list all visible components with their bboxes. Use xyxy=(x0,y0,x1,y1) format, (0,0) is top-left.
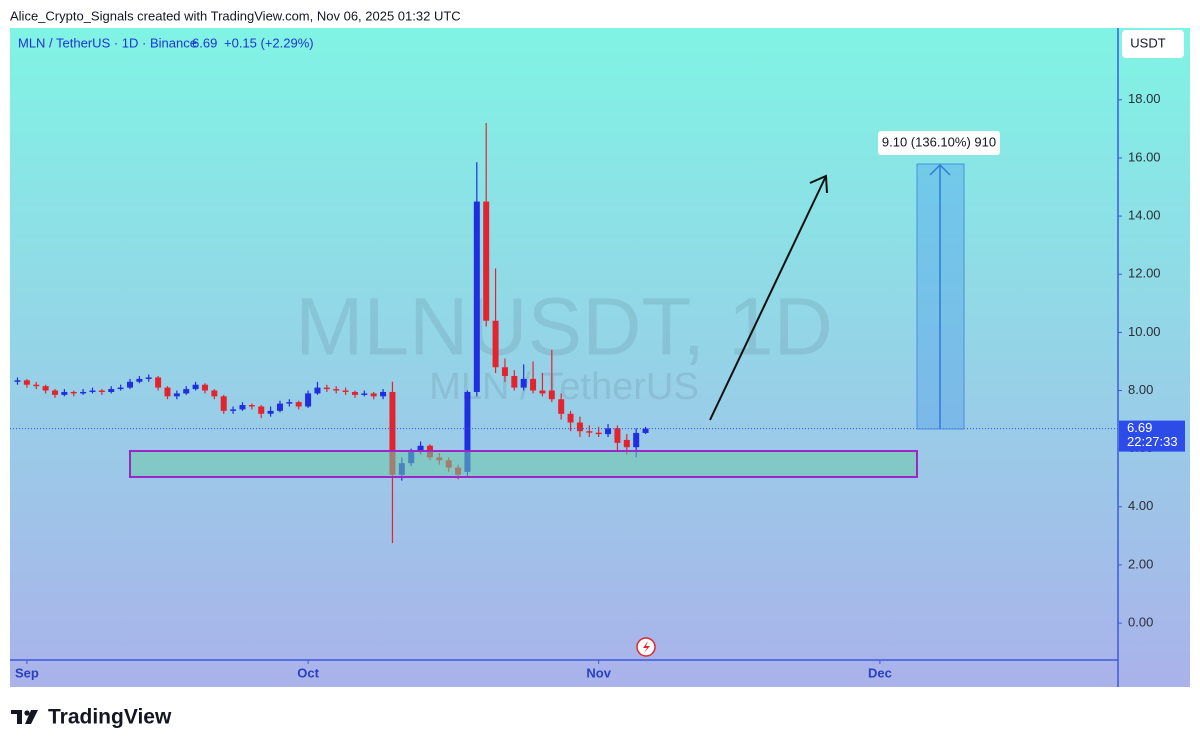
candle-body xyxy=(351,391,358,395)
candle-body xyxy=(567,413,574,423)
candle-body xyxy=(623,439,630,448)
currency-box xyxy=(1122,30,1184,58)
y-tick-label: 12.00 xyxy=(1128,266,1161,281)
last-price-tag xyxy=(1119,420,1185,452)
candle-body xyxy=(258,406,265,414)
candle-body xyxy=(473,201,480,392)
candle-body xyxy=(70,391,77,394)
candle-body xyxy=(642,428,649,433)
candle-body xyxy=(548,390,555,400)
candle-body xyxy=(183,389,190,394)
candle-body xyxy=(201,384,208,391)
candle-body xyxy=(558,399,565,414)
footer-logo: TradingView xyxy=(48,706,172,729)
candle-body xyxy=(14,380,21,382)
candle-body xyxy=(576,422,583,432)
symbol: MLN / TetherUS · 1D · Binance xyxy=(18,35,197,50)
candle-body xyxy=(164,387,171,397)
x-tick-label: Sep xyxy=(15,665,39,680)
y-tick-label: 8.00 xyxy=(1128,382,1153,397)
x-tick-label: Nov xyxy=(586,665,611,680)
target-arrow-head xyxy=(809,174,828,194)
y-tick-label: 14.00 xyxy=(1128,208,1161,223)
countdown: 22:27:33 xyxy=(1127,434,1178,449)
measure-label-box xyxy=(878,131,1000,155)
candle-body xyxy=(117,387,124,390)
candle-body xyxy=(108,389,115,392)
axes: 0.002.004.006.008.0010.0012.0014.0016.00… xyxy=(15,91,1185,680)
candle-body xyxy=(33,384,40,387)
measure-arrow-head xyxy=(929,163,951,176)
candle-body xyxy=(80,391,87,394)
candle-body xyxy=(239,405,246,410)
candle-body xyxy=(595,432,602,435)
header: Alice_Crypto_Signals created with Tradin… xyxy=(10,8,461,23)
candle-body xyxy=(511,375,518,388)
candle-body xyxy=(342,390,349,392)
candle-body xyxy=(230,409,237,411)
candle-body xyxy=(267,410,274,414)
footer-logo-icon xyxy=(11,710,38,724)
candle-body xyxy=(126,381,133,388)
candle-body xyxy=(323,387,330,390)
candle-body xyxy=(483,201,490,321)
candle-body xyxy=(136,378,143,382)
candle-body xyxy=(155,377,162,388)
candle-body xyxy=(492,320,499,368)
candle-body xyxy=(520,378,527,388)
candle-body xyxy=(314,387,321,394)
target-arrow xyxy=(709,175,827,421)
y-tick-label: 10.00 xyxy=(1128,324,1161,339)
watermark: MLNUSDT, 1D xyxy=(295,282,833,373)
candle-body xyxy=(361,393,368,395)
candle-body xyxy=(89,390,96,392)
x-tick-label: Dec xyxy=(868,665,892,680)
candle-body xyxy=(295,402,302,407)
x-tick-label: Oct xyxy=(297,665,319,680)
candle-body xyxy=(417,445,424,452)
candle-body xyxy=(61,391,68,395)
plot xyxy=(10,123,1118,544)
candle-body xyxy=(42,386,49,391)
candle-body xyxy=(614,428,621,443)
y-tick-label: 2.00 xyxy=(1128,556,1153,571)
candle-body xyxy=(586,431,593,433)
legend-change: +0.15 (+2.29%) xyxy=(224,35,314,50)
candle-body xyxy=(276,403,283,411)
candle-body xyxy=(539,390,546,394)
candle-body xyxy=(51,390,58,395)
candle-body xyxy=(192,384,199,390)
candle-body xyxy=(333,389,340,391)
legend-price: 6.69 xyxy=(192,35,217,50)
candle-body xyxy=(389,391,396,475)
candle-body xyxy=(173,393,180,397)
candle-body xyxy=(380,391,387,397)
candle-body xyxy=(605,428,612,435)
support-zone xyxy=(129,450,918,478)
event-icon-bolt xyxy=(643,641,650,653)
y-tick-label: 0.00 xyxy=(1128,615,1153,630)
y-tick-label: 18.00 xyxy=(1128,91,1161,106)
last-price-label: 6.69 xyxy=(1127,420,1152,435)
y-tick-label: 16.00 xyxy=(1128,149,1161,164)
candle-body xyxy=(464,391,471,472)
y-tick-label: 4.00 xyxy=(1128,498,1153,513)
candle-body xyxy=(248,405,255,407)
candle-body xyxy=(501,367,508,376)
candle-body xyxy=(98,390,105,392)
candle-body xyxy=(286,402,293,404)
candle-body xyxy=(145,377,152,379)
candle-body xyxy=(370,393,377,397)
candle-body xyxy=(220,396,227,411)
candle-body xyxy=(633,432,640,448)
candle-body xyxy=(211,390,218,397)
candle-body xyxy=(305,393,312,407)
currency: USDT xyxy=(1130,35,1165,50)
candle-body xyxy=(23,380,30,385)
measure-label: 9.10 (136.10%) 910 xyxy=(882,134,996,149)
candle-body xyxy=(530,378,537,391)
